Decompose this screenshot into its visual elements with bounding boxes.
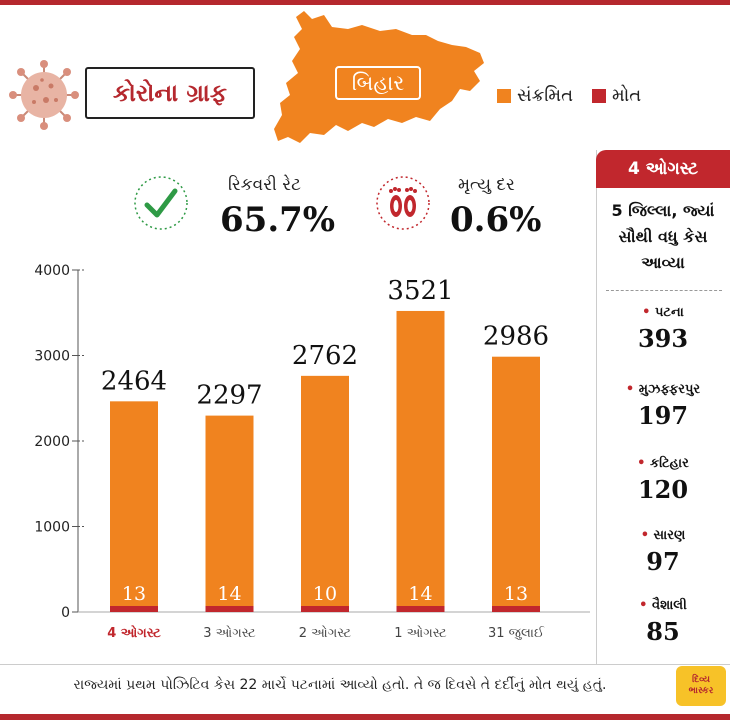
- bar-value-label: 2986: [483, 322, 549, 352]
- legend-infected: સંક્રમિત: [497, 85, 573, 106]
- district-count: 120: [637, 475, 689, 504]
- state-label: બિહાર: [335, 66, 421, 100]
- y-tick-label: 4000: [34, 263, 70, 279]
- bar-infected: [492, 356, 540, 612]
- district-count: 97: [646, 547, 680, 576]
- coronavirus-icon: [9, 60, 79, 130]
- legend-deaths-label: મોત: [612, 85, 642, 106]
- district-count: 197: [637, 401, 689, 430]
- bar-deaths: [205, 606, 254, 612]
- x-tick-label: 2 ઓગસ્ટ: [299, 625, 352, 641]
- bar-deaths: [110, 606, 158, 612]
- district-name: • પટના: [642, 305, 684, 320]
- district-name: • વૈશાલી: [639, 598, 687, 613]
- district-name: • કટિહાર: [637, 456, 689, 471]
- bar-value-label: 2464: [101, 366, 167, 396]
- bar-deaths: [492, 606, 540, 612]
- title-box: કોરોના ગ્રાફ: [85, 67, 255, 119]
- footer-divider: [0, 664, 730, 665]
- sidebar-separator: [606, 290, 722, 291]
- legend-deaths-swatch: [592, 88, 606, 103]
- bar-infected: [396, 310, 445, 612]
- bar-deaths: [396, 606, 445, 612]
- district-name: • સારણ: [640, 528, 686, 543]
- page-title: કોરોના ગ્રાફ: [112, 79, 227, 107]
- x-tick-label: 4 ઓગસ્ટ: [107, 624, 161, 641]
- y-tick-label: 0: [61, 605, 70, 621]
- sidebar-subtitle: 5 જિલ્લા, જ્યાં સૌથી વધુ કેસ આવ્યા: [611, 201, 715, 272]
- y-tick-label: 2000: [34, 434, 70, 450]
- y-tick-label: 3000: [34, 349, 70, 365]
- x-tick-label: 3 ઓગસ્ટ: [203, 625, 256, 641]
- legend-infected-label: સંક્રમિત: [517, 85, 573, 106]
- bar-value-label: 3521: [387, 276, 453, 306]
- logo-line1: દિવ્ય: [692, 675, 710, 685]
- legend-deaths: મોત: [592, 85, 641, 106]
- death-rate-label: મૃત્યુ દર: [458, 175, 515, 195]
- death-value-label: 10: [313, 583, 337, 605]
- sidebar-date: 4 ઓગસ્ટ: [596, 150, 730, 188]
- y-tick-label: 1000: [34, 520, 70, 536]
- brand-logo: દિવ્ય ભાસ્કર: [676, 666, 726, 706]
- district-count: 85: [646, 617, 680, 646]
- cases-bar-chart: 0 1000 2000 3000 4000 2464 13 4 ઓગસ્ટ 2297 14 3 ઓગ…: [34, 263, 590, 641]
- death-rate-value: 0.6%: [450, 200, 542, 240]
- death-value-label: 13: [504, 583, 528, 605]
- death-value-label: 14: [217, 583, 241, 605]
- bar-infected: [110, 401, 158, 612]
- bihar-map: [274, 11, 484, 143]
- bottom-border: [0, 714, 730, 720]
- logo-line2: ભાસ્કર: [688, 686, 714, 696]
- top-border: [0, 0, 730, 5]
- bar-infected: [205, 415, 254, 612]
- district-name: • મુઝફ્ફરપુર: [625, 382, 701, 397]
- bar-infected: [301, 375, 349, 612]
- footer-note: રાજ્યમાં પ્રથમ પોઝિટિવ કેસ 22 માર્ચે પટન…: [73, 677, 607, 693]
- x-tick-label: 1 ઓગસ્ટ: [394, 625, 447, 641]
- death-value-label: 13: [122, 583, 146, 605]
- district-count: 393: [637, 324, 689, 353]
- legend-infected-swatch: [497, 88, 511, 103]
- x-tick-label: 31 જુલાઈ: [488, 625, 545, 641]
- bar-deaths: [301, 606, 349, 612]
- sidebar-divider: [596, 150, 597, 665]
- recovery-rate-value: 65.7%: [220, 200, 336, 240]
- checkmark-icon: [134, 176, 188, 230]
- recovery-rate-label: રિકવરી રેટ: [228, 175, 301, 195]
- bar-value-label: 2297: [196, 381, 262, 411]
- bar-value-label: 2762: [292, 341, 358, 371]
- footprints-icon: [376, 176, 430, 230]
- death-value-label: 14: [408, 583, 432, 605]
